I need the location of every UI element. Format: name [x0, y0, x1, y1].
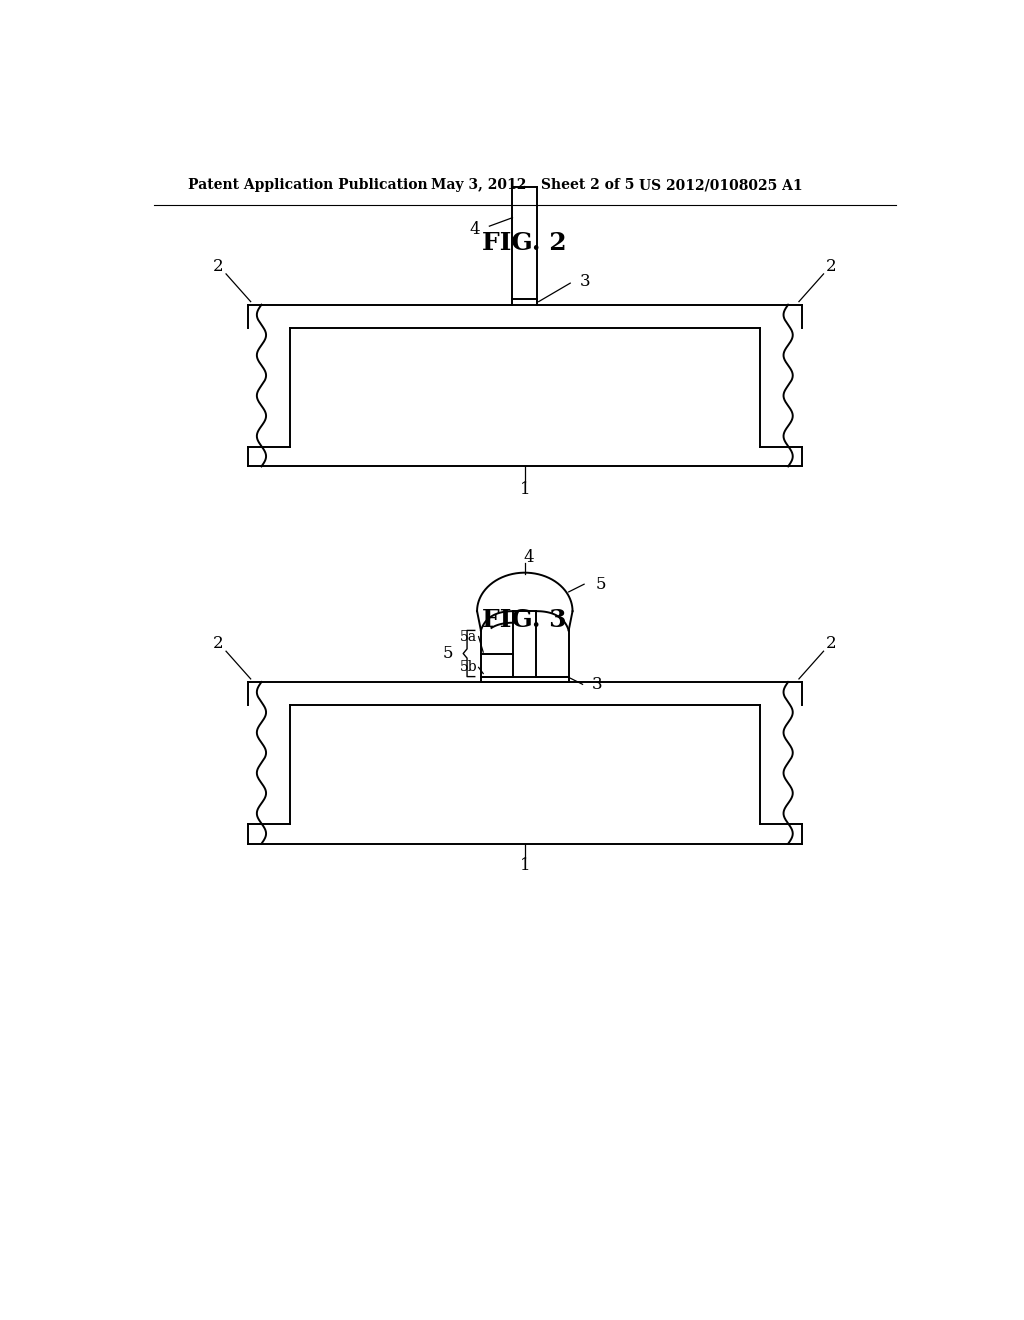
Text: 5: 5	[442, 645, 454, 663]
Text: 4: 4	[523, 549, 534, 566]
Text: 3: 3	[580, 273, 590, 290]
Text: 3: 3	[592, 676, 602, 693]
Text: 2: 2	[826, 257, 837, 275]
Text: 2: 2	[213, 635, 223, 652]
Text: 1: 1	[519, 480, 530, 498]
Text: 1: 1	[519, 857, 530, 874]
Text: 2: 2	[213, 257, 223, 275]
Text: May 3, 2012   Sheet 2 of 5: May 3, 2012 Sheet 2 of 5	[431, 178, 634, 193]
Text: 5b: 5b	[460, 660, 477, 675]
Text: FIG. 2: FIG. 2	[482, 231, 567, 255]
Text: FIG. 3: FIG. 3	[482, 609, 567, 632]
Text: 5: 5	[596, 576, 606, 593]
Text: 4: 4	[470, 220, 480, 238]
Text: Patent Application Publication: Patent Application Publication	[188, 178, 428, 193]
Text: 2: 2	[826, 635, 837, 652]
Text: US 2012/0108025 A1: US 2012/0108025 A1	[639, 178, 803, 193]
Text: 5a: 5a	[460, 630, 477, 644]
